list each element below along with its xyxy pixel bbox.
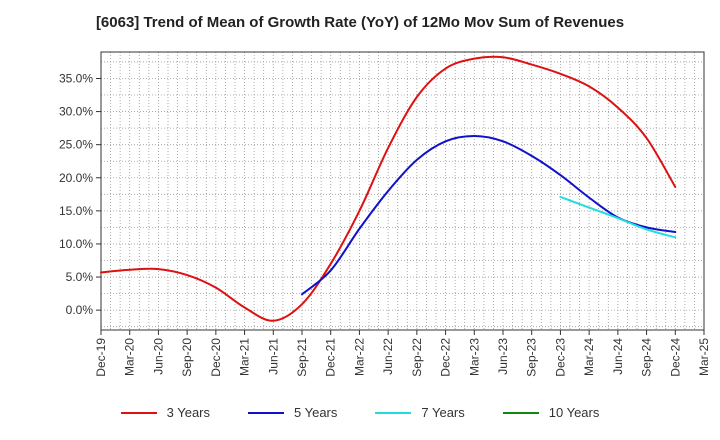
legend-item-10-years: 10 Years: [502, 405, 600, 420]
x-tick-label: Sep-20: [180, 338, 194, 377]
x-tick-label: Dec-23: [553, 338, 567, 377]
x-tick-label: Jun-20: [151, 338, 165, 375]
series-line-3-years: [100, 55, 677, 322]
x-tick-label: Jun-24: [611, 338, 625, 375]
legend-label-3-years: 3 Years: [166, 405, 210, 420]
legend-item-5-years: 5 Years: [248, 405, 337, 420]
legend-label-10-years: 10 Years: [548, 405, 600, 420]
x-tick-label: Dec-21: [324, 338, 338, 377]
y-tick-label: 5.0%: [66, 270, 94, 284]
y-tick-label: 35.0%: [59, 71, 93, 85]
x-tick-label: Dec-20: [209, 338, 223, 377]
x-tick-label: Sep-23: [525, 338, 539, 377]
x-tick-label: Mar-23: [467, 338, 481, 376]
plot-area: [101, 52, 704, 330]
legend: 3 Years 5 Years 7 Years 10 Years: [0, 405, 720, 420]
x-tick-label: Jun-23: [496, 338, 510, 375]
x-tick-label: Mar-20: [123, 338, 137, 376]
legend-item-3-years: 3 Years: [120, 405, 210, 420]
y-tick-label: 10.0%: [59, 237, 93, 251]
legend-item-7-years: 7 Years: [375, 405, 465, 420]
legend-label-5-years: 5 Years: [294, 405, 338, 420]
y-tick-label: 30.0%: [59, 105, 93, 119]
x-tick-label: Dec-24: [668, 338, 682, 377]
y-tick-label: 25.0%: [59, 138, 93, 152]
x-tick-label: Sep-24: [640, 338, 654, 377]
legend-swatch-7-years: [375, 411, 412, 414]
legend-swatch-10-years: [502, 411, 539, 414]
x-tick-label: Dec-22: [439, 338, 453, 377]
legend-label-7-years: 7 Years: [421, 405, 465, 420]
legend-swatch-3-years: [120, 411, 157, 414]
plot-frame: [100, 51, 705, 331]
series-line-7-years: [559, 195, 677, 239]
x-tick-label: Jun-22: [381, 338, 395, 375]
x-tick-label: Mar-21: [238, 338, 252, 376]
x-tick-label: Dec-19: [94, 338, 108, 377]
x-tick-label: Jun-21: [266, 338, 280, 375]
legend-swatch-5-years: [248, 411, 284, 414]
x-tick-label: Mar-25: [697, 338, 711, 376]
x-tick-label: Sep-21: [295, 338, 309, 377]
chart-title: [6063] Trend of Mean of Growth Rate (YoY…: [95, 14, 625, 31]
x-tick-label: Mar-24: [582, 338, 596, 376]
x-tick-label: Mar-22: [352, 338, 366, 376]
y-tick-label: 15.0%: [59, 204, 93, 218]
x-tick-label: Sep-22: [410, 338, 424, 377]
y-tick-label: 20.0%: [59, 171, 93, 185]
series-line-5-years: [301, 135, 677, 296]
y-tick-label: 0.0%: [66, 303, 94, 317]
